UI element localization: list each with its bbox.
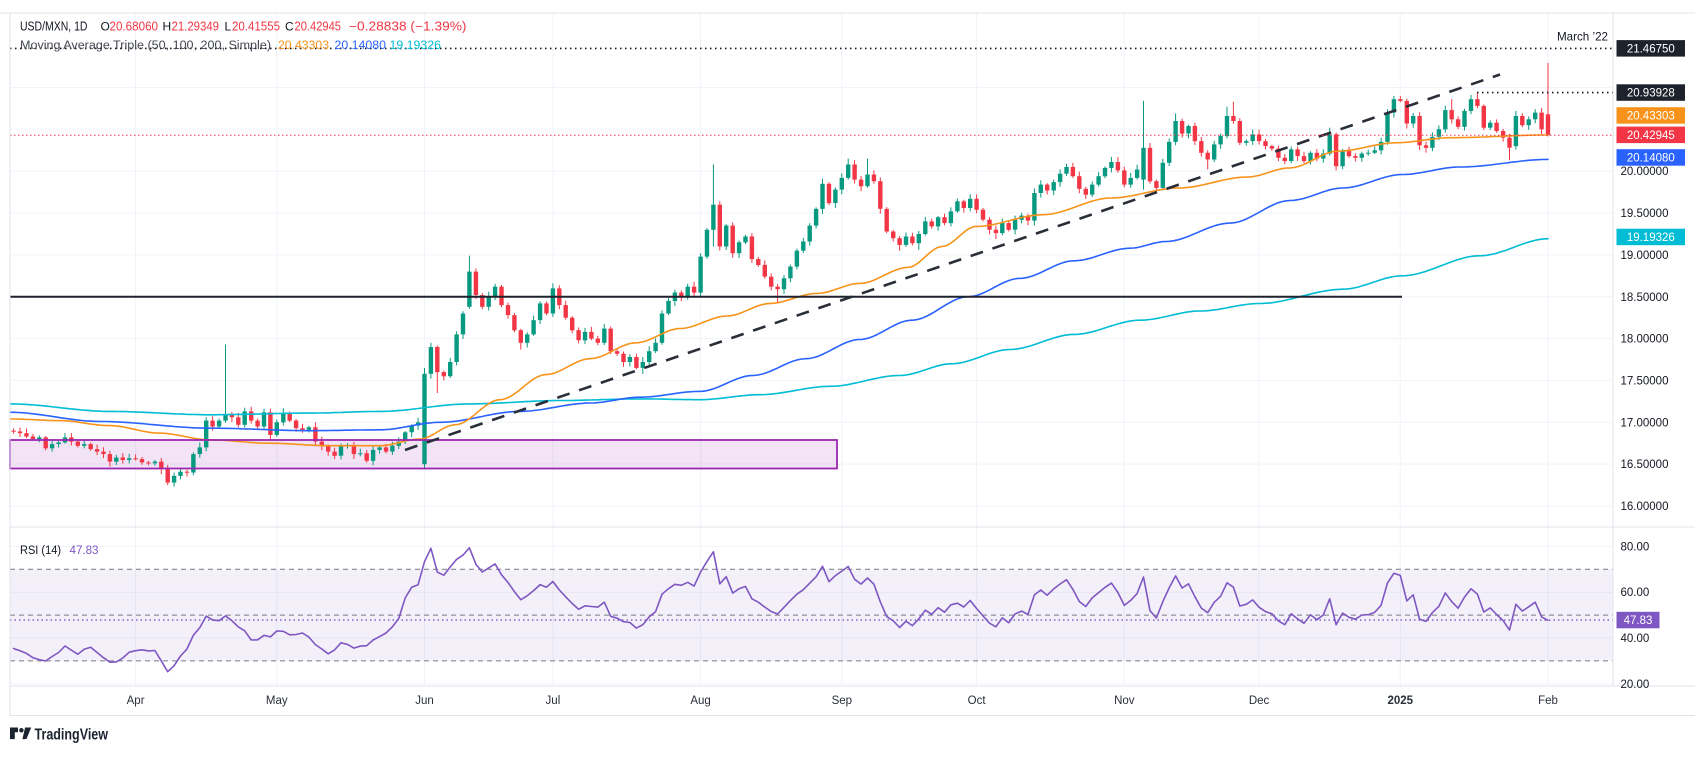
svg-text:19.19326: 19.19326 — [1627, 232, 1675, 244]
svg-text:Dec: Dec — [1249, 695, 1270, 707]
svg-text:21.46750: 21.46750 — [1627, 43, 1675, 55]
svg-text:20.14080: 20.14080 — [1627, 153, 1675, 165]
svg-text:18.50000: 18.50000 — [1621, 292, 1669, 304]
svg-text:H: H — [163, 20, 172, 34]
svg-text:17.50000: 17.50000 — [1621, 375, 1669, 387]
svg-text:Sep: Sep — [832, 695, 852, 707]
svg-text:March ’22: March ’22 — [1557, 30, 1608, 44]
svg-text:40.00: 40.00 — [1621, 633, 1650, 645]
svg-text:17.00000: 17.00000 — [1621, 417, 1669, 429]
svg-text:18.00000: 18.00000 — [1621, 334, 1669, 346]
svg-text:Aug: Aug — [690, 695, 710, 707]
svg-text:TradingView: TradingView — [35, 726, 109, 743]
svg-text:20.93928: 20.93928 — [1627, 88, 1675, 100]
svg-text:20.42945: 20.42945 — [1627, 130, 1675, 142]
svg-text:Apr: Apr — [127, 695, 145, 707]
svg-text:19.50000: 19.50000 — [1621, 208, 1669, 220]
svg-text:−0.28838 (−1.39%): −0.28838 (−1.39%) — [349, 20, 467, 34]
svg-text:20.14080: 20.14080 — [335, 40, 387, 52]
svg-text:Moving Average Triple (50, 100: Moving Average Triple (50, 100, 200, Sim… — [20, 40, 271, 52]
svg-text:47.83: 47.83 — [1624, 615, 1653, 627]
svg-text:19.19326: 19.19326 — [390, 40, 442, 52]
svg-text:L: L — [225, 20, 232, 34]
svg-text:21.29349: 21.29349 — [172, 20, 220, 34]
svg-text:Jun: Jun — [415, 695, 434, 707]
svg-text:20.68060: 20.68060 — [110, 20, 159, 34]
svg-text:Feb: Feb — [1538, 695, 1558, 707]
svg-text:C: C — [285, 20, 294, 34]
svg-text:May: May — [266, 695, 288, 707]
svg-text:60.00: 60.00 — [1621, 587, 1650, 599]
svg-text:O: O — [101, 20, 110, 34]
svg-text:47.83: 47.83 — [70, 545, 99, 557]
svg-text:20.43303: 20.43303 — [278, 40, 329, 52]
svg-text:16.50000: 16.50000 — [1621, 459, 1669, 471]
svg-text:USD/MXN, 1D: USD/MXN, 1D — [20, 20, 88, 34]
svg-text:20.43303: 20.43303 — [1627, 111, 1675, 123]
svg-text:Jul: Jul — [546, 695, 561, 707]
svg-text:2025: 2025 — [1388, 695, 1414, 707]
svg-text:20.41555: 20.41555 — [232, 20, 280, 34]
svg-text:19.00000: 19.00000 — [1621, 250, 1669, 262]
svg-text:20.00000: 20.00000 — [1621, 166, 1669, 178]
svg-text:80.00: 80.00 — [1621, 541, 1650, 553]
svg-text:16.00000: 16.00000 — [1621, 501, 1669, 513]
svg-text:RSI (14): RSI (14) — [20, 545, 61, 557]
svg-text:Oct: Oct — [968, 695, 987, 707]
svg-text:20.00: 20.00 — [1621, 679, 1650, 691]
svg-text:Nov: Nov — [1114, 695, 1135, 707]
svg-text:20.42945: 20.42945 — [295, 20, 342, 34]
